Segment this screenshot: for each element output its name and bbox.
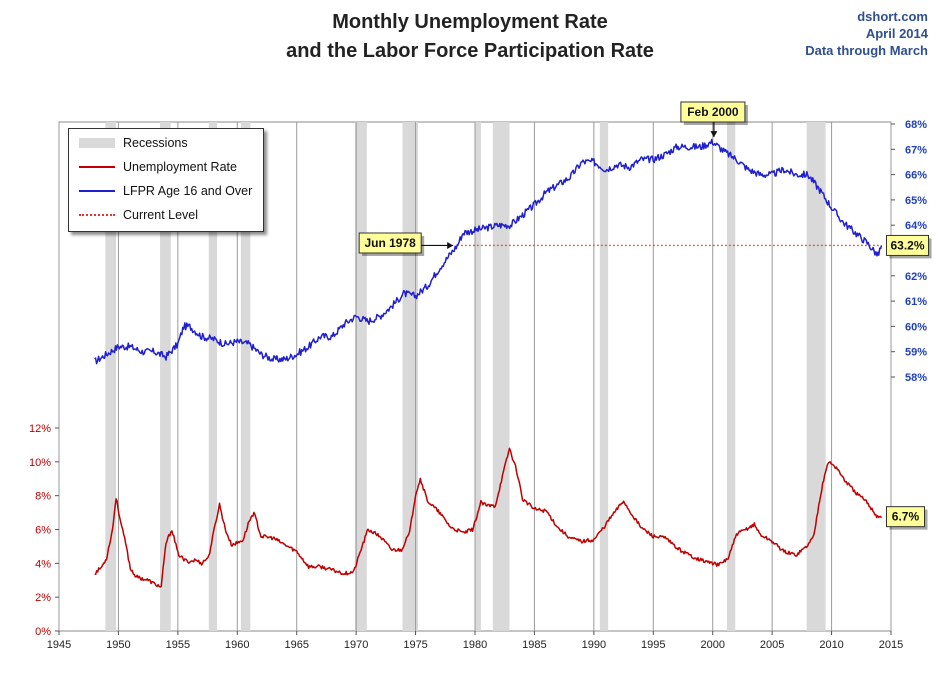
recession-band [806, 122, 826, 631]
source-line-2: April 2014 [865, 26, 928, 41]
x-tick-label: 2015 [879, 639, 903, 651]
unemployment-line [94, 447, 883, 588]
recession-band [726, 122, 736, 631]
legend-swatch-current-level [79, 214, 115, 216]
x-tick-label: 2000 [700, 639, 724, 651]
chart-title: Monthly Unemployment Rate and the Labor … [200, 8, 740, 66]
y-left-tick-label: 10% [29, 457, 51, 469]
x-tick-label: 1955 [166, 639, 190, 651]
x-tick-label: 1970 [344, 639, 368, 651]
legend-swatch-recessions [79, 138, 115, 148]
recession-band [208, 122, 218, 631]
y-right-tick-label: 62% [905, 271, 927, 283]
legend-item-recessions: Recessions [79, 133, 188, 153]
y-left-tick-label: 0% [35, 626, 51, 638]
legend-label-current-level: Current Level [123, 208, 199, 222]
x-tick-label: 1990 [582, 639, 606, 651]
annotation-current-unemployment-box [885, 506, 925, 528]
annotation-current-lfpr-box [885, 234, 929, 256]
x-tick-label: 1960 [225, 639, 249, 651]
annotation-feb-2000-text: Feb 2000 [687, 105, 739, 119]
legend-label-lfpr: LFPR Age 16 and Over [123, 184, 253, 198]
legend-item-current-level: Current Level [79, 205, 198, 225]
annotation-jun-1978-text: Jun 1978 [364, 236, 416, 250]
y-left-tick-label: 12% [29, 423, 51, 435]
source-note: dshort.com April 2014 Data through March [805, 8, 928, 59]
x-tick-label: 1985 [522, 639, 546, 651]
source-line-3: Data through March [805, 43, 928, 58]
y-right-tick-label: 59% [905, 347, 927, 359]
recession-band [492, 122, 510, 631]
legend-item-unemployment: Unemployment Rate [79, 157, 237, 177]
annotation-current-lfpr-text: 63.2% [890, 238, 924, 252]
y-right-tick-label: 58% [905, 372, 927, 384]
annotation-current-lfpr: 63.2% [885, 234, 932, 259]
source-line-1: dshort.com [857, 9, 928, 24]
legend-item-lfpr: LFPR Age 16 and Over [79, 181, 252, 201]
annotation-jun-1978: Jun 1978 [358, 232, 454, 256]
y-left-tick-label: 4% [35, 558, 51, 570]
x-tick-label: 1945 [47, 639, 71, 651]
y-right-tick-label: 61% [905, 296, 927, 308]
y-left-tick-label: 8% [35, 491, 51, 503]
annotation-jun-1978-box [358, 232, 422, 254]
x-tick-label: 2005 [760, 639, 784, 651]
x-tick-label: 2010 [819, 639, 843, 651]
y-right-tick-label: 68% [905, 119, 927, 131]
legend-swatch-lfpr [79, 190, 115, 192]
recession-band [599, 122, 609, 631]
x-tick-label: 1980 [463, 639, 487, 651]
title-line-2: and the Labor Force Participation Rate [286, 40, 654, 62]
lfpr-line [94, 138, 883, 365]
legend: Recessions Unemployment Rate LFPR Age 16… [68, 128, 264, 232]
legend-swatch-unemployment [79, 166, 115, 168]
y-left-tick-label: 6% [35, 525, 51, 537]
y-right-tick-label: 60% [905, 321, 927, 333]
x-tick-label: 1965 [284, 639, 308, 651]
y-right-tick-label: 66% [905, 170, 927, 182]
annotation-feb-2000-arrow-head [710, 131, 718, 138]
recession-band [240, 122, 251, 631]
annotation-current-unemployment-text: 6.7% [892, 510, 920, 524]
y-right-tick-label: 64% [905, 220, 927, 232]
recession-band [475, 122, 481, 631]
annotation-current-unemployment: 6.7% [885, 506, 928, 530]
recession-band [354, 122, 367, 631]
annotation-jun-1978-arrow-head [447, 241, 454, 249]
recession-band [160, 122, 171, 631]
annotation-feb-2000-box [680, 101, 746, 123]
annotation-feb-2000: Feb 2000 [680, 101, 748, 138]
y-right-tick-label: 65% [905, 195, 927, 207]
x-tick-label: 1950 [106, 639, 130, 651]
legend-label-unemployment: Unemployment Rate [123, 160, 237, 174]
x-tick-label: 1975 [403, 639, 427, 651]
recession-band [105, 122, 117, 631]
title-line-1: Monthly Unemployment Rate [332, 11, 608, 33]
legend-label-recessions: Recessions [123, 136, 188, 150]
x-tick-label: 1995 [641, 639, 665, 651]
y-left-tick-label: 2% [35, 592, 51, 604]
y-right-tick-label: 67% [905, 144, 927, 156]
